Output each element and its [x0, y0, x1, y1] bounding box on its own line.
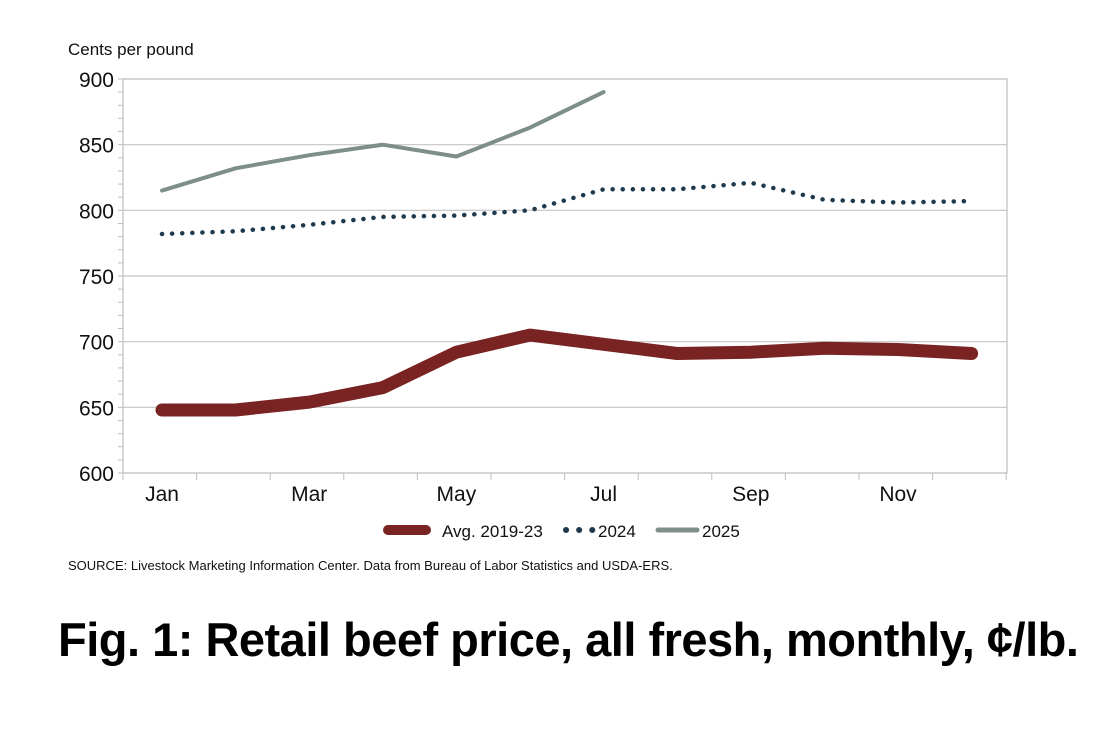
y-tick-label: 750 [79, 266, 114, 289]
y-axis-label: Cents per pound [68, 40, 194, 59]
series-line-0 [155, 328, 979, 417]
x-tick-label: Sep [732, 483, 769, 506]
y-tick-label: 600 [79, 463, 114, 486]
x-tick-label: Jul [590, 483, 617, 506]
source-note: SOURCE: Livestock Marketing Information … [68, 558, 673, 573]
x-tick-label: May [437, 483, 477, 506]
y-tick-label: 700 [79, 332, 114, 355]
legend-label-0: Avg. 2019-23 [442, 522, 543, 541]
x-tick-label: Mar [291, 483, 327, 506]
y-tick-label: 900 [79, 69, 114, 92]
series-line-1 [159, 180, 974, 237]
legend: Avg. 2019-23 2024 2025 [383, 522, 740, 541]
figure-title: Fig. 1: Retail beef price, all fresh, mo… [58, 613, 1079, 666]
x-axis: Jan Mar May Jul Sep Nov [122, 473, 1007, 506]
x-tick-label: Nov [879, 483, 917, 506]
x-tick-label: Jan [145, 483, 179, 506]
y-tick-label: 850 [79, 135, 114, 158]
series-line-2 [160, 90, 606, 193]
y-axis: 600 650 700 750 800 850 900 [79, 69, 123, 486]
legend-label-1: 2024 [598, 522, 636, 541]
y-tick-label: 800 [79, 200, 114, 223]
legend-label-2: 2025 [702, 522, 740, 541]
series-lines [155, 90, 979, 417]
y-tick-label: 650 [79, 397, 114, 420]
